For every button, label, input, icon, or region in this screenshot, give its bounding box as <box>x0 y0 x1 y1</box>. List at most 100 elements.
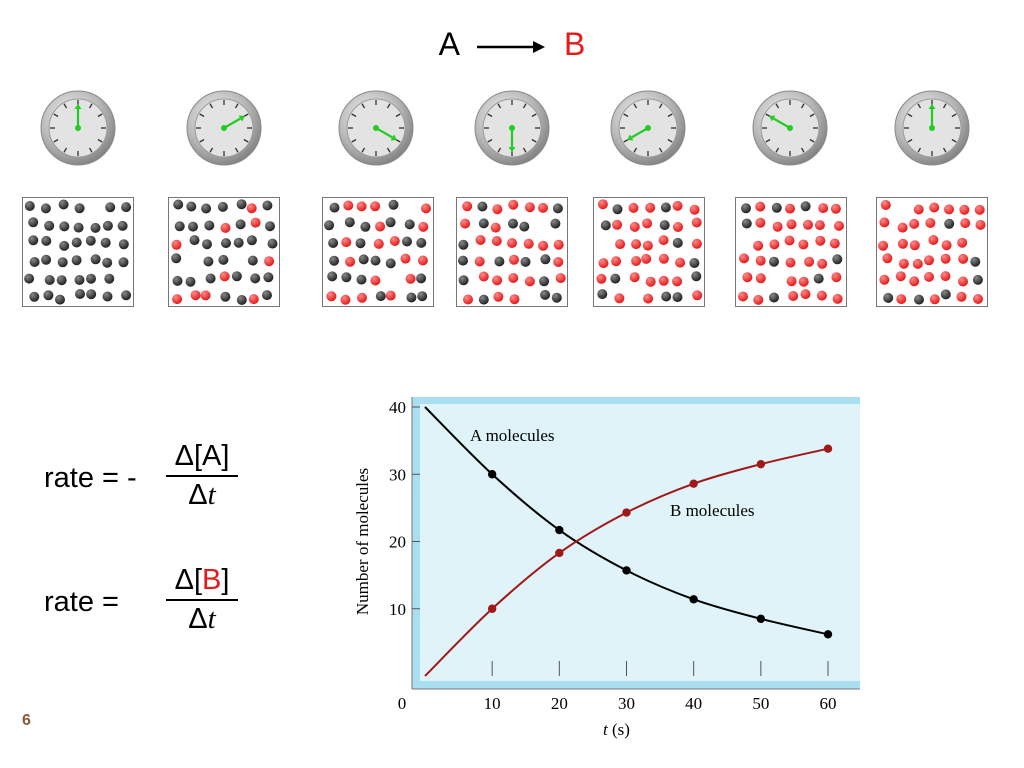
molecule-b <box>596 273 607 284</box>
molecule-b <box>788 291 799 301</box>
clock-icon <box>186 90 262 166</box>
molecule-a <box>233 237 244 248</box>
rate-fraction-a-numerator: Δ[A] <box>166 440 238 477</box>
molecule-a <box>86 273 96 284</box>
molecule-b <box>658 235 669 246</box>
molecule-a <box>691 271 702 282</box>
molecule-a <box>217 201 228 212</box>
molecule-a <box>58 199 69 210</box>
delta-symbol: Δ[ <box>174 564 203 596</box>
molecule-b <box>755 255 766 266</box>
molecule-b <box>478 271 489 282</box>
molecule-a <box>118 257 129 268</box>
molecule-b <box>957 237 968 248</box>
molecule-b <box>925 218 936 228</box>
data-point <box>555 548 564 558</box>
x-tick-label: 40 <box>685 694 702 713</box>
molecule-a <box>59 240 70 251</box>
molecule-b <box>641 253 652 264</box>
y-tick-label: 40 <box>389 398 406 417</box>
molecule-b <box>929 202 940 213</box>
molecule-b <box>896 294 907 305</box>
molecule-b <box>631 256 642 266</box>
molecule-b <box>555 273 566 284</box>
molecule-a <box>385 217 396 228</box>
molecule-b <box>755 273 766 284</box>
rate-fraction-b-numerator: Δ[B] <box>166 564 238 601</box>
molecule-b <box>658 275 669 286</box>
molecule-b <box>508 199 519 210</box>
molecule-a <box>660 202 671 213</box>
molecule-b <box>246 203 257 214</box>
molecule-b <box>772 221 783 232</box>
molecule-a <box>235 219 246 230</box>
molecule-b <box>897 238 908 249</box>
molecule-b <box>803 219 813 230</box>
molecule-b <box>913 204 924 215</box>
molecule-b <box>345 256 356 267</box>
molecule-a <box>478 218 489 229</box>
molecule-b <box>689 204 700 215</box>
molecule-b <box>675 257 686 268</box>
clock-icon <box>752 90 828 166</box>
molecule-b <box>672 200 683 211</box>
molecule-b <box>405 273 416 284</box>
molecule-b <box>507 238 517 248</box>
molecule-b <box>895 271 906 282</box>
molecule-a <box>494 256 505 267</box>
data-point <box>823 630 833 639</box>
molecule-b <box>264 256 275 267</box>
molecule-a <box>689 258 700 268</box>
molecule-a <box>771 202 782 213</box>
molecule-a <box>265 221 275 232</box>
molecule-b <box>928 235 939 245</box>
molecule-a <box>121 290 132 301</box>
molecule-a <box>741 218 752 229</box>
molecule-b <box>553 257 564 267</box>
molecule-a <box>86 289 97 300</box>
data-point <box>823 444 833 453</box>
molecule-a <box>329 202 340 213</box>
molecule-a <box>402 236 412 247</box>
molecule-a <box>236 295 247 305</box>
bracket-close: ] <box>221 564 230 596</box>
molecule-b <box>492 275 503 286</box>
molecule-b <box>940 253 951 264</box>
molecule-b <box>598 258 609 269</box>
molecule-a <box>105 202 116 213</box>
molecule-b <box>800 289 811 300</box>
molecule-a <box>800 201 811 212</box>
molecule-b <box>755 201 766 212</box>
molecule-a <box>117 220 128 231</box>
molecule-a <box>24 201 35 211</box>
molecule-b <box>832 293 843 304</box>
molecule-a <box>360 221 371 232</box>
molecule-b <box>460 218 471 229</box>
molecule-a <box>221 238 231 249</box>
molecule-b <box>673 222 683 232</box>
molecule-b <box>785 257 796 268</box>
molecule-b <box>973 294 983 304</box>
clock-hand <box>630 127 649 139</box>
molecule-b <box>370 201 381 212</box>
molecule-a <box>263 272 274 283</box>
molecule-b <box>909 240 920 251</box>
molecule-a <box>171 253 182 264</box>
molecule-box <box>735 197 847 307</box>
molecule-a <box>118 239 129 250</box>
rate-fraction-b-denominator: Δt <box>166 601 238 636</box>
reaction-equation: A B <box>0 24 1024 64</box>
molecule-b <box>960 218 971 229</box>
clock-hand <box>375 127 394 139</box>
molecule-box <box>322 197 434 307</box>
molecule-b <box>509 294 520 305</box>
molecule-a <box>59 221 70 232</box>
molecule-a <box>540 254 551 265</box>
molecule-a <box>458 255 468 266</box>
molecule-b <box>538 240 549 251</box>
molecule-b <box>612 219 623 230</box>
delta-symbol: Δ <box>188 603 208 635</box>
molecule-b <box>829 238 840 249</box>
molecule-a <box>44 275 55 285</box>
molecule-b <box>879 274 890 285</box>
